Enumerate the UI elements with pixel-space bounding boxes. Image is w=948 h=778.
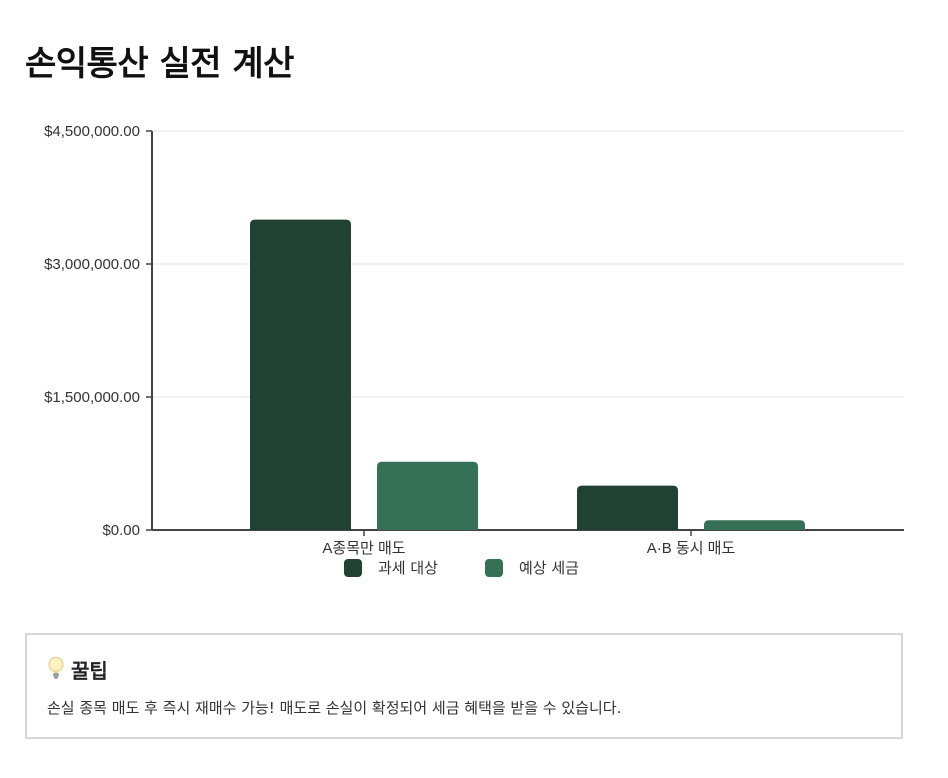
bar <box>377 461 478 530</box>
y-tick-label: $1,500,000.00 <box>44 389 140 406</box>
bar <box>577 485 678 530</box>
page-title: 손익통산 실전 계산 <box>25 44 294 84</box>
y-tick-label: $0.00 <box>102 522 140 539</box>
legend-label: 과세 대상 <box>378 559 438 577</box>
tip-header: 꿀팁 <box>47 655 108 684</box>
legend-swatch <box>344 559 362 577</box>
tip-body: 손실 종목 매도 후 즉시 재매수 가능! 매도로 손실이 확정되어 세금 혜택… <box>47 699 622 717</box>
legend: 과세 대상 예상 세금 <box>344 559 579 577</box>
bar <box>250 219 351 530</box>
bars <box>250 219 805 530</box>
y-tick-label: $3,000,000.00 <box>44 256 140 273</box>
x-tick-label: A종목만 매도 <box>322 540 405 557</box>
bar <box>704 520 805 530</box>
x-tick-label: A·B 동시 매도 <box>647 540 736 557</box>
tick-labels: $0.00 $1,500,000.00 $3,000,000.00 $4,500,00… <box>44 123 735 557</box>
tip-title: 꿀팁 <box>71 659 108 683</box>
tip-box: 꿀팁 손실 종목 매도 후 즉시 재매수 가능! 매도로 손실이 확정되어 세금… <box>25 633 903 739</box>
y-tick-label: $4,500,000.00 <box>44 123 140 140</box>
lightbulb-icon <box>47 656 65 684</box>
bar-chart: $0.00 $1,500,000.00 $3,000,000.00 $4,500,00… <box>44 123 904 577</box>
legend-swatch <box>485 559 503 577</box>
legend-label: 예상 세금 <box>519 559 579 577</box>
